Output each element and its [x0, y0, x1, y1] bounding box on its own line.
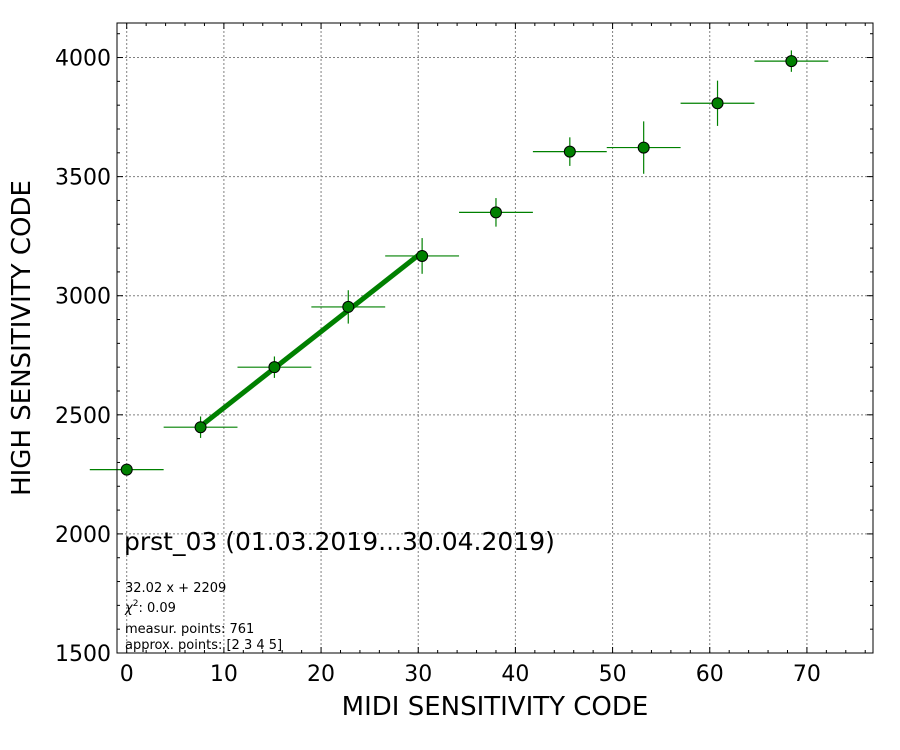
data-point-group	[680, 80, 755, 126]
data-point	[489, 206, 502, 219]
data-point	[416, 249, 429, 262]
fit-equation: 32.02 x + 2209	[125, 581, 226, 596]
annotation-title: prst_03 (01.03.2019...30.04.2019)	[124, 527, 555, 556]
data-points	[89, 50, 829, 476]
y-tick-label: 4000	[55, 47, 111, 72]
data-point	[711, 97, 724, 110]
x-tick-label: 20	[307, 662, 335, 687]
grid-lines	[117, 23, 873, 653]
x-tick-label: 40	[501, 662, 529, 687]
data-point-group	[754, 50, 829, 72]
data-point	[785, 55, 798, 68]
x-tick-label: 0	[120, 662, 134, 687]
data-point-group	[459, 198, 533, 227]
chi-symbol: χ	[124, 601, 134, 616]
data-point-group	[606, 121, 681, 174]
data-point	[120, 463, 133, 476]
data-point	[194, 421, 207, 434]
chi-square-value: 0.09	[147, 601, 176, 616]
x-tick-label: 30	[404, 662, 432, 687]
approx-points-list: approx. points: [2 3 4 5]	[125, 638, 282, 653]
chi-separator: :	[138, 601, 147, 616]
x-tick-label: 10	[210, 662, 238, 687]
data-point	[637, 141, 650, 154]
y-tick-label: 2000	[55, 523, 111, 548]
data-point-group	[311, 290, 386, 324]
chi-square-line: χ2: 0.09	[124, 599, 176, 616]
fit-line-group	[199, 250, 424, 429]
y-tick-label: 1500	[55, 642, 111, 667]
data-point	[342, 300, 355, 313]
measured-points-count: measur. points: 761	[125, 622, 254, 637]
y-tick-label: 3500	[55, 166, 111, 191]
data-point-group	[532, 137, 607, 166]
data-point-group	[89, 463, 164, 476]
y-tick-label: 3000	[55, 285, 111, 310]
plot-frame	[116, 22, 874, 654]
x-tick-label: 60	[696, 662, 724, 687]
tick-labels: 0 10 20 30 40 50 60 70 1500 2000 2500 3000 3500 4000	[55, 47, 821, 687]
data-point	[563, 145, 576, 158]
x-axis-label: MIDI SENSITIVITY CODE	[342, 692, 649, 722]
y-axis-label: HIGH SENSITIVITY CODE	[7, 180, 37, 496]
chi-exponent: 2	[133, 599, 139, 609]
data-point-group	[163, 416, 238, 438]
data-point-group	[237, 356, 312, 378]
data-point-group	[385, 238, 460, 274]
x-tick-label: 70	[793, 662, 821, 687]
fit-line	[199, 250, 424, 429]
axis-ticks	[117, 23, 873, 654]
y-tick-label: 2500	[55, 404, 111, 429]
data-point	[268, 361, 281, 374]
x-tick-label: 50	[599, 662, 627, 687]
